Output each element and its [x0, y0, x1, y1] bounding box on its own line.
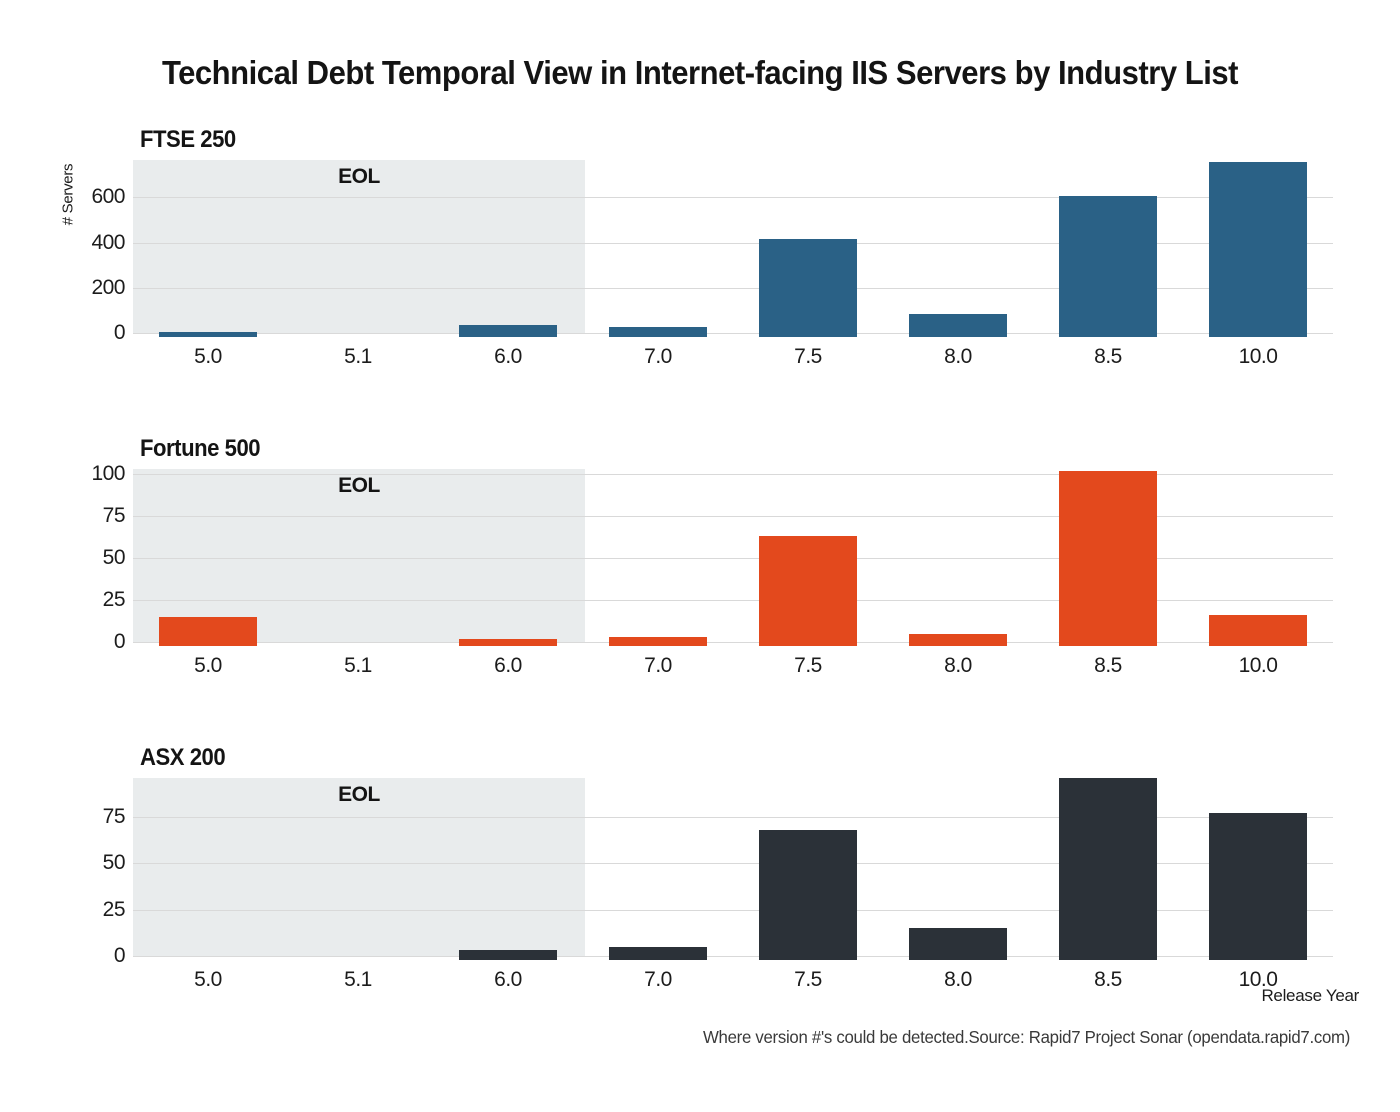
grid-line	[133, 197, 1333, 199]
bar	[1209, 615, 1307, 646]
x-tick-label: 6.0	[494, 968, 522, 991]
x-tick-label: 5.0	[194, 654, 222, 677]
bar	[1209, 813, 1307, 960]
y-tick-label: 75	[102, 504, 126, 528]
x-tick-label: 10.0	[1238, 345, 1278, 368]
x-tick-label: 5.1	[344, 345, 372, 368]
y-tick-label: 50	[102, 546, 126, 570]
grid-line	[133, 909, 1333, 911]
x-axis-label: Release Year	[1261, 986, 1359, 1005]
y-tick-label: 75	[102, 804, 126, 828]
y-tick-label: 25	[102, 588, 126, 611]
x-tick-label: 6.0	[494, 345, 522, 368]
x-tick-label: 7.5	[794, 968, 822, 991]
bar	[1059, 196, 1157, 337]
eol-band	[133, 778, 585, 956]
x-tick-label: 10.0	[1238, 654, 1278, 677]
y-tick-label: 0	[113, 944, 126, 967]
panel-title: ASX 200	[140, 744, 226, 771]
x-tick-label: 7.0	[644, 654, 672, 677]
x-tick-label: 8.0	[944, 968, 972, 991]
grid-line	[133, 474, 1333, 476]
y-tick-label: 0	[113, 321, 126, 344]
x-tick-label: 5.1	[344, 968, 372, 991]
eol-band	[133, 469, 585, 642]
x-tick-label: 8.5	[1094, 654, 1122, 677]
eol-annotation-label: EOL	[338, 474, 380, 497]
y-tick-label: 0	[113, 630, 126, 653]
y-tick-label: 400	[91, 230, 125, 254]
grid-line	[133, 558, 1333, 560]
panel-title: FTSE 250	[140, 126, 236, 153]
bar	[1059, 470, 1157, 646]
bar	[1209, 162, 1307, 337]
grid-line	[133, 816, 1333, 818]
bar	[909, 928, 1007, 960]
page-title: Technical Debt Temporal View in Internet…	[161, 54, 1239, 91]
bar	[159, 331, 257, 337]
grid-line	[133, 287, 1333, 289]
grid-line	[133, 863, 1333, 865]
y-tick-label: 100	[91, 462, 125, 486]
x-tick-label: 8.5	[1094, 968, 1122, 991]
bar	[1059, 778, 1157, 960]
y-tick-label: 25	[102, 897, 126, 921]
x-tick-label: 8.0	[944, 345, 972, 368]
grid-line	[133, 956, 1333, 957]
x-tick-label: 8.5	[1094, 345, 1122, 368]
bar	[759, 536, 857, 646]
x-tick-label: 10.0	[1238, 968, 1278, 991]
source-caption: Where version #'s could be detected.Sour…	[702, 1027, 1350, 1047]
grid-line	[133, 242, 1333, 244]
y-tick-label: 200	[91, 275, 125, 299]
x-tick-label: 5.1	[344, 654, 372, 677]
x-tick-label: 7.5	[794, 345, 822, 368]
bar	[609, 946, 707, 960]
eol-band	[133, 160, 585, 333]
bar	[459, 950, 557, 960]
bar	[759, 829, 857, 960]
grid-line	[133, 516, 1333, 518]
eol-annotation-label: EOL	[338, 165, 380, 188]
grid-line	[133, 333, 1333, 334]
bar	[459, 325, 557, 337]
bar	[909, 313, 1007, 337]
grid-line	[133, 642, 1333, 643]
x-tick-label: 7.0	[644, 345, 672, 368]
bar	[609, 636, 707, 646]
y-tick-label: 50	[102, 851, 126, 875]
x-tick-label: 6.0	[494, 654, 522, 677]
bar	[609, 326, 707, 337]
x-tick-label: 5.0	[194, 345, 222, 368]
grid-line	[133, 600, 1333, 601]
y-tick-label: 600	[91, 185, 125, 209]
eol-annotation-label: EOL	[338, 783, 380, 806]
bar	[909, 633, 1007, 646]
x-tick-label: 8.0	[944, 654, 972, 677]
x-tick-label: 5.0	[194, 968, 222, 991]
bar	[159, 616, 257, 646]
x-tick-label: 7.0	[644, 968, 672, 991]
panel-title: Fortune 500	[140, 435, 261, 462]
bar	[459, 638, 557, 646]
x-tick-label: 7.5	[794, 654, 822, 677]
bar	[759, 239, 857, 337]
